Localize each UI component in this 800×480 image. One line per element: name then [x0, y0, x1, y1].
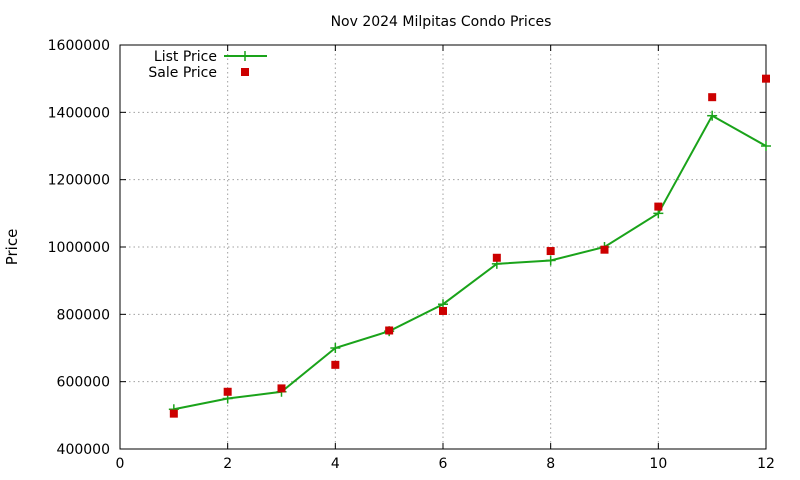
legend-label: Sale Price — [148, 65, 217, 81]
sale-price-point — [439, 306, 447, 315]
x-tick-label: 4 — [331, 456, 340, 472]
x-tick-label: 12 — [757, 456, 775, 472]
sale-price-point — [223, 387, 232, 396]
axes: 0 2 4 6 8 10 12 400000 600000 800000 1000000 120000… — [48, 38, 775, 472]
list-price-point — [761, 141, 771, 151]
y-tick-label: 1000000 — [48, 240, 110, 256]
legend-swatch-marker — [241, 68, 249, 76]
sale-price-point — [600, 245, 609, 254]
y-tick-label: 1200000 — [48, 173, 110, 189]
sale-price-point — [331, 360, 340, 369]
y-tick-label: 1400000 — [48, 105, 110, 121]
sale-price-point — [708, 93, 717, 102]
legend-swatch-marker — [240, 51, 250, 61]
y-tick-label: 1600000 — [48, 38, 110, 54]
x-tick-label: 0 — [116, 456, 125, 472]
sale-price-point — [654, 202, 663, 211]
y-tick-label: 600000 — [57, 375, 110, 391]
y-axis-label: Price — [3, 229, 21, 266]
sale-price-point — [169, 409, 178, 418]
series-line-list-price — [173, 114, 767, 411]
legend-label: List Price — [154, 49, 217, 65]
series-layer — [168, 74, 771, 418]
x-tick-label: 10 — [649, 456, 667, 472]
x-tick-label: 8 — [546, 456, 555, 472]
sale-price-point — [762, 74, 770, 83]
chart-title: Nov 2024 Milpitas Condo Prices — [331, 14, 552, 30]
list-price-point — [707, 110, 718, 121]
grid — [120, 45, 766, 449]
sale-price-point — [546, 247, 555, 256]
sale-price-point — [492, 253, 501, 262]
y-tick-label: 800000 — [57, 307, 110, 323]
sale-price-point — [277, 384, 286, 393]
x-tick-label: 6 — [439, 456, 448, 472]
x-tick-label: 2 — [223, 456, 232, 472]
y-tick-label: 400000 — [57, 442, 110, 458]
list-price-point — [545, 255, 556, 266]
sale-price-point — [385, 326, 394, 335]
list-price-point — [330, 343, 341, 353]
